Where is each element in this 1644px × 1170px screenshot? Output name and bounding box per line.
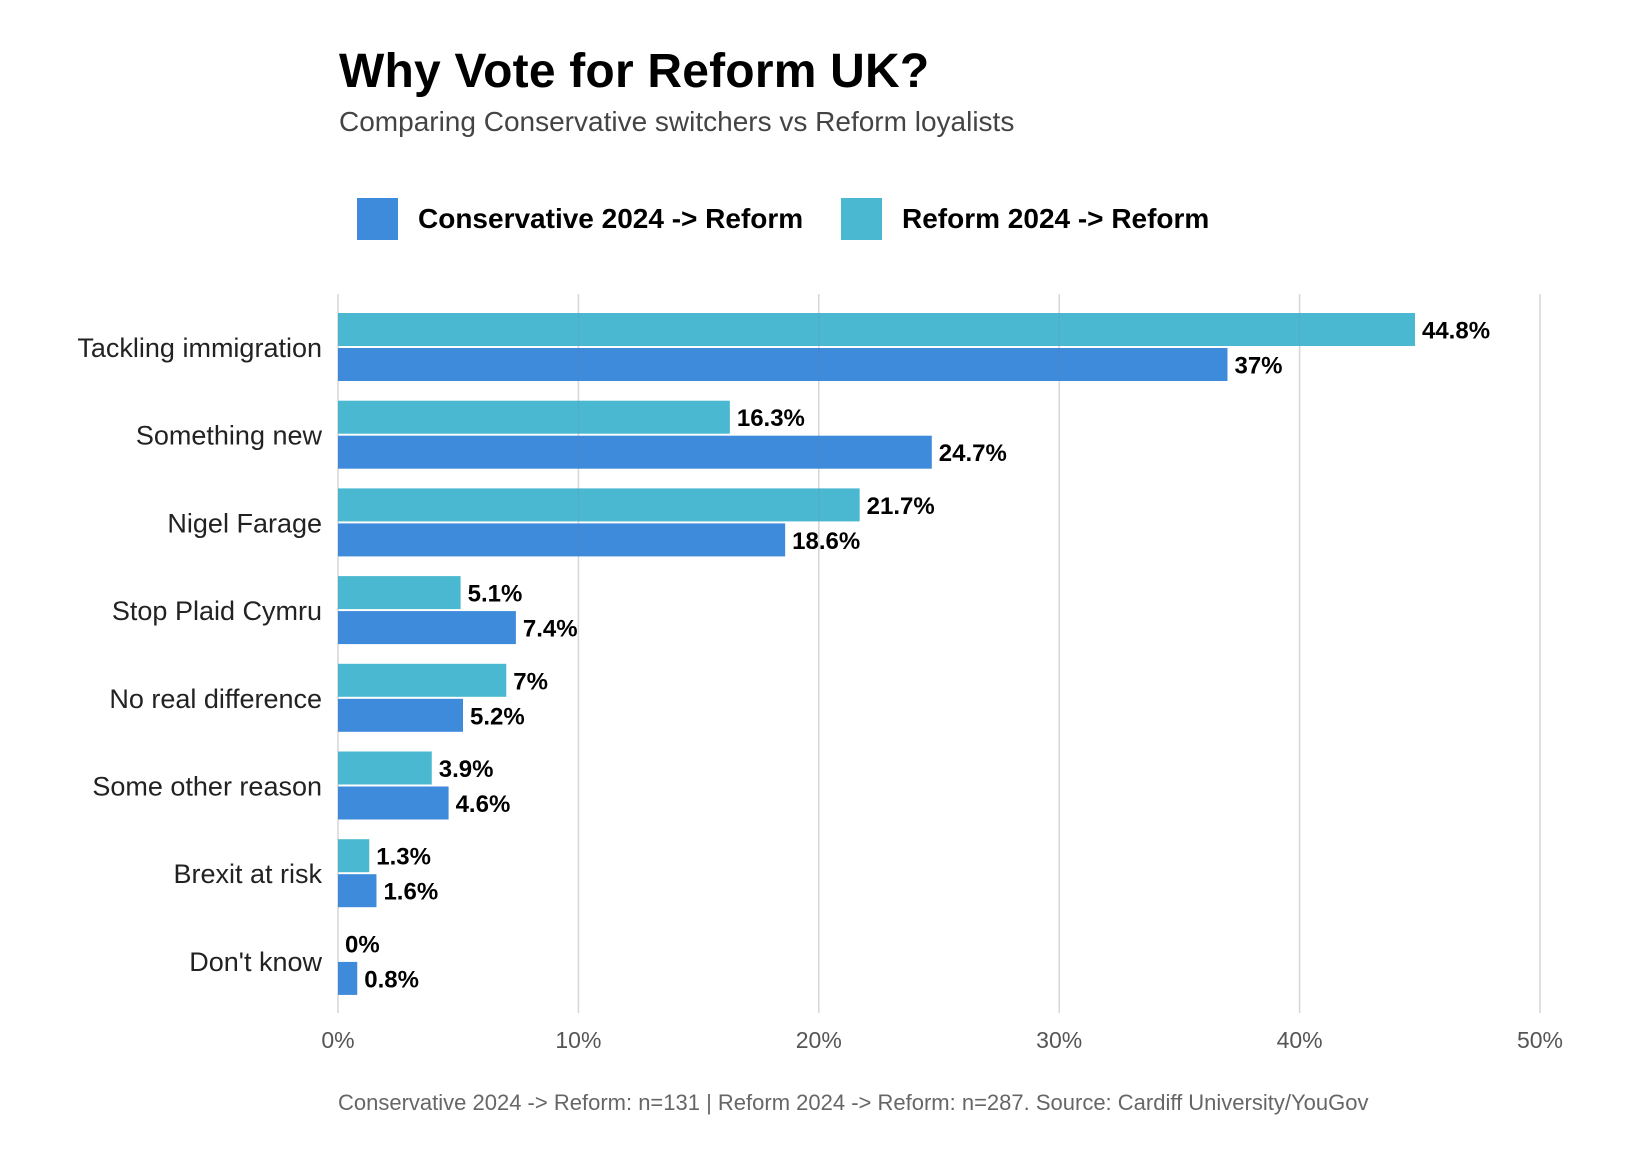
data-label: 18.6%: [792, 528, 860, 555]
data-label: 4.6%: [456, 791, 511, 818]
bar: [338, 786, 449, 820]
bar: [338, 663, 507, 697]
bar: [338, 488, 860, 522]
data-label: 0.8%: [364, 966, 419, 993]
bar: [338, 435, 932, 469]
category-label: No real difference: [109, 684, 322, 714]
bar: [338, 698, 464, 732]
bar: [338, 751, 432, 785]
legend-swatch-reform: [841, 198, 882, 240]
category-label: Tackling immigration: [77, 333, 322, 363]
x-tick-label: 50%: [1517, 1027, 1563, 1053]
bar: [338, 839, 370, 873]
data-label: 24.7%: [939, 440, 1007, 467]
chart-subtitle: Comparing Conservative switchers vs Refo…: [339, 106, 1015, 137]
data-label: 3.9%: [439, 756, 494, 783]
x-tick-label: 30%: [1036, 1027, 1082, 1053]
bar: [338, 874, 377, 908]
bar: [338, 523, 786, 557]
data-label: 37%: [1234, 353, 1282, 380]
data-label: 44.8%: [1422, 318, 1490, 345]
legend-label-reform: Reform 2024 -> Reform: [902, 203, 1210, 234]
category-labels: Tackling immigration Something new Nigel F…: [77, 333, 322, 977]
category-label: Some other reason: [92, 772, 322, 802]
data-label: 7.4%: [523, 616, 578, 643]
x-tick-label: 0%: [321, 1027, 354, 1053]
bar: [338, 611, 516, 645]
bars: [338, 313, 1415, 995]
x-tick-label: 20%: [796, 1027, 842, 1053]
gridlines-overlay: [337, 294, 1541, 1013]
category-label: Brexit at risk: [173, 859, 322, 889]
bar: [338, 400, 730, 434]
data-label: 1.6%: [383, 879, 438, 906]
chart-caption: Conservative 2024 -> Reform: n=131 | Ref…: [338, 1090, 1369, 1115]
data-label: 21.7%: [867, 493, 935, 520]
category-label: Don't know: [189, 947, 322, 977]
bar: [338, 961, 358, 995]
bar: [338, 576, 461, 610]
data-label: 5.1%: [468, 581, 523, 608]
legend-label-conservative: Conservative 2024 -> Reform: [418, 203, 804, 234]
category-label: Something new: [136, 421, 323, 451]
bar: [338, 313, 1415, 346]
chart-title: Why Vote for Reform UK?: [339, 45, 930, 98]
data-label: 5.2%: [470, 703, 525, 730]
data-label: 16.3%: [737, 405, 805, 432]
bar: [338, 348, 1228, 381]
data-label: 1.3%: [376, 844, 431, 871]
data-label: 7%: [513, 668, 548, 695]
legend-swatch-conservative: [357, 198, 398, 240]
category-label: Nigel Farage: [167, 508, 322, 538]
category-label: Stop Plaid Cymru: [112, 596, 322, 626]
data-label: 0%: [345, 931, 380, 958]
x-tick-label: 40%: [1277, 1027, 1323, 1053]
value-labels: 44.8% 37% 16.3% 24.7%21.7% 18.6% 5.1%7.4% 7% 5.…: [345, 318, 1490, 994]
x-tick-label: 10%: [555, 1027, 601, 1053]
x-axis-tick-labels: 0% 10% 20% 30% 40% 50%: [321, 1027, 1563, 1053]
